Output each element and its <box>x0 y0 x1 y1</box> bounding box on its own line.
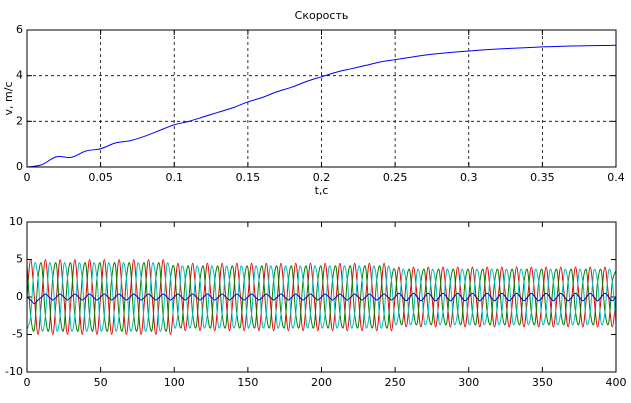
y-tick-label: 2 <box>16 114 23 127</box>
x-tick-label: 0.1 <box>166 171 184 184</box>
data-line <box>27 292 616 305</box>
x-tick-label: 0 <box>24 171 31 184</box>
y-tick-label: 0 <box>16 290 23 303</box>
x-tick-label: 0.15 <box>236 171 261 184</box>
x-tick-label: 0.3 <box>460 171 478 184</box>
x-tick-label: 0.05 <box>88 171 113 184</box>
x-tick-label: 400 <box>606 376 627 389</box>
x-tick-label: 350 <box>532 376 553 389</box>
x-tick-label: 250 <box>385 376 406 389</box>
y-tick-label: 10 <box>9 215 23 228</box>
x-tick-label: 300 <box>458 376 479 389</box>
x-tick-label: 0 <box>24 376 31 389</box>
x-tick-label: 200 <box>311 376 332 389</box>
data-line <box>27 262 616 332</box>
x-tick-label: 150 <box>237 376 258 389</box>
data-line <box>27 44 616 167</box>
axes-box <box>26 29 617 168</box>
axes-box <box>26 221 617 373</box>
x-tick-label: 0.35 <box>530 171 555 184</box>
chart-title: Скорость <box>295 9 349 22</box>
y-tick-label: -10 <box>5 365 23 378</box>
y-tick-label: 5 <box>16 253 23 266</box>
y-tick-label: 0 <box>16 160 23 173</box>
y-tick-label: 6 <box>16 23 23 36</box>
x-tick-label: 0.2 <box>313 171 331 184</box>
x-tick-label: 0.25 <box>383 171 408 184</box>
x-tick-label: 0.4 <box>607 171 625 184</box>
y-tick-label: -5 <box>12 328 23 341</box>
data-line <box>27 262 616 332</box>
y-tick-label: 4 <box>16 69 23 82</box>
x-axis-label: t,c <box>315 184 329 197</box>
x-tick-label: 100 <box>164 376 185 389</box>
x-tick-label: 50 <box>94 376 108 389</box>
y-axis-label: v, m/c <box>2 82 15 116</box>
